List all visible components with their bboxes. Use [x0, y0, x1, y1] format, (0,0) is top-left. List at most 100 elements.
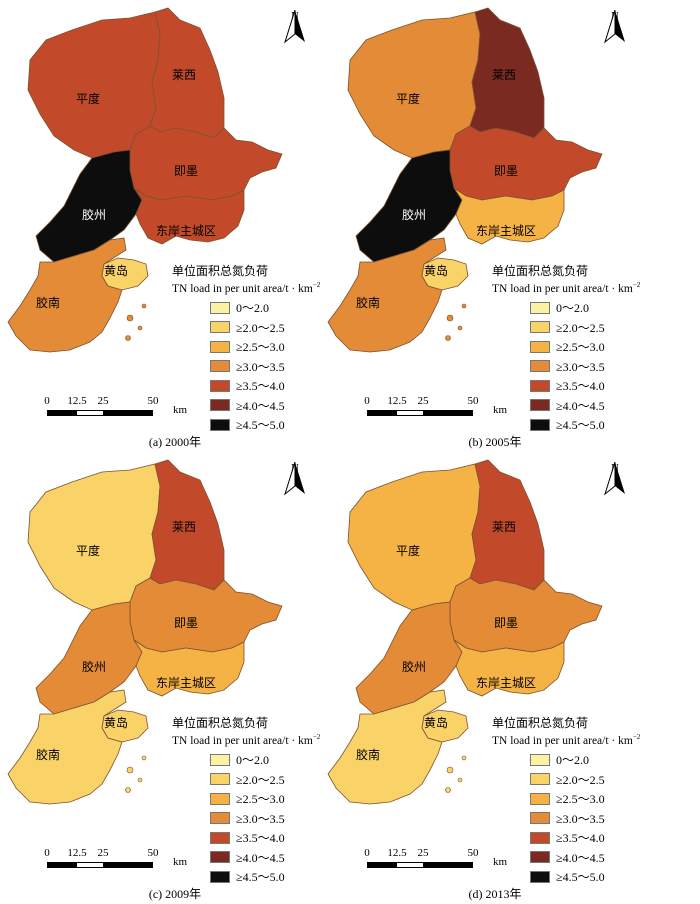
island [125, 335, 131, 341]
legend-item: ≥3.0～3.5 [530, 808, 672, 828]
legend-swatch [210, 301, 230, 314]
legend-title-en-exponent: −2 [632, 281, 641, 289]
island [126, 314, 134, 322]
legend-label: 0～2.0 [556, 301, 590, 316]
legend: 单位面积总氮负荷 TN load in per unit area/t · km−… [492, 262, 672, 434]
legend-title-cn: 单位面积总氮负荷 [492, 264, 589, 278]
region-jimo [449, 125, 603, 201]
scale-bar: 0 12.5 25 50 km [363, 847, 523, 877]
region-label-huangdao: 黄岛 [424, 716, 449, 730]
scale-bar-segment [367, 411, 397, 415]
legend-swatch [210, 851, 230, 864]
region-label-jiaonan: 胶南 [356, 748, 381, 762]
legend-item: ≥3.0～3.5 [210, 356, 352, 376]
region-huangdao [101, 257, 149, 291]
legend-item: ≥3.5～4.0 [530, 828, 672, 848]
scale-unit: km [173, 404, 188, 416]
legend: 单位面积总氮负荷 TN load in per unit area/t · km−… [492, 714, 672, 886]
panel-caption: (a) 2000年 [148, 435, 202, 449]
scale-bar-segment [423, 863, 473, 867]
scale-tick-label: 12.5 [67, 847, 87, 859]
region-map [327, 7, 603, 353]
scale-bar: 0 12.5 25 50 km [363, 395, 523, 425]
legend-item: ≥2.0～2.5 [530, 769, 672, 789]
north-arrow-icon [284, 10, 305, 44]
legend-swatch [210, 360, 230, 373]
north-arrow-icon [604, 10, 625, 44]
region-label-huangdao: 黄岛 [104, 264, 129, 278]
island [457, 777, 463, 783]
region-label-jimo: 即墨 [174, 164, 199, 178]
legend-swatch [210, 792, 230, 805]
region-huangdao [421, 709, 469, 743]
scale-tick-label: 12.5 [67, 395, 87, 407]
region-map [7, 459, 283, 805]
region-label-pingdu: 平度 [396, 544, 421, 558]
region-label-laixi: 莱西 [172, 68, 197, 82]
legend-swatch [530, 792, 550, 805]
legend-title-en: TN load in per unit area/t · km−2 [172, 281, 352, 295]
legend-label: ≥3.0～3.5 [556, 811, 605, 826]
region-label-huangdao: 黄岛 [424, 264, 449, 278]
legend-title-en-text: TN load in per unit area/t · km [492, 734, 633, 747]
island [446, 766, 454, 774]
region-dongan [453, 187, 565, 245]
region-label-jiaozhou: 胶州 [82, 660, 107, 674]
panel-caption: (d) 2013年 [468, 887, 522, 901]
legend-item: ≥2.5～3.0 [530, 789, 672, 809]
legend-label: ≥3.5～4.0 [556, 831, 605, 846]
scale-tick-label: 25 [97, 847, 109, 859]
region-label-jimo: 即墨 [494, 164, 519, 178]
scale-bar: 0 12.5 25 50 km [43, 847, 203, 877]
legend-label: ≥4.5～5.0 [236, 870, 285, 885]
region-jimo [449, 577, 603, 653]
legend-swatch [210, 870, 230, 883]
island [461, 303, 467, 309]
scale-unit: km [493, 856, 508, 868]
scale-tick-label: 25 [417, 847, 429, 859]
island [446, 314, 454, 322]
island [457, 325, 463, 331]
legend-title-en-text: TN load in per unit area/t · km [172, 282, 313, 295]
region-label-jiaonan: 胶南 [36, 748, 61, 762]
region-jiaonan [327, 689, 447, 805]
legend-title-en-text: TN load in per unit area/t · km [172, 734, 313, 747]
island [137, 777, 143, 783]
legend-swatch [530, 360, 550, 373]
island [445, 335, 451, 341]
scale-tick-label: 12.5 [387, 847, 407, 859]
region-map [327, 459, 603, 805]
legend-item: ≥4.0～4.5 [530, 847, 672, 867]
legend-label: ≥2.5～3.0 [236, 340, 285, 355]
legend-label: ≥3.5～4.0 [556, 379, 605, 394]
legend-swatch [530, 851, 550, 864]
legend-title-cn: 单位面积总氮负荷 [172, 264, 269, 278]
map-panel: 平度莱西即墨胶州东岸主城区黄岛胶南N单位面积总氮负荷TN load in per… [0, 0, 350, 452]
island [137, 325, 143, 331]
legend-item: ≥2.5～3.0 [210, 789, 352, 809]
legend-swatch [210, 379, 230, 392]
legend-swatch [530, 870, 550, 883]
legend-swatch [210, 812, 230, 825]
scale-bar-segment [47, 411, 77, 415]
scale-tick-label: 25 [417, 395, 429, 407]
legend-title-en: TN load in per unit area/t · km−2 [492, 733, 672, 747]
legend-label: ≥4.5～5.0 [236, 418, 285, 433]
scale-bar-segment [423, 411, 473, 415]
scale-tick-label: 12.5 [387, 395, 407, 407]
region-label-jimo: 即墨 [174, 616, 199, 630]
legend-swatch [210, 321, 230, 334]
legend-swatch [210, 753, 230, 766]
legend-item: ≥4.5～5.0 [530, 867, 672, 887]
region-huangdao [101, 709, 149, 743]
legend-label: ≥3.5～4.0 [236, 831, 285, 846]
region-label-dongan: 东岸主城区 [476, 676, 537, 690]
legend-swatch [210, 340, 230, 353]
region-huangdao [421, 257, 469, 291]
legend-item: ≥2.0～2.5 [210, 317, 352, 337]
legend-swatch [530, 753, 550, 766]
region-label-laixi: 莱西 [492, 520, 517, 534]
legend-item: ≥2.5～3.0 [530, 337, 672, 357]
legend-title-en-exponent: −2 [632, 733, 641, 741]
legend-label: ≥4.0～4.5 [556, 398, 605, 413]
